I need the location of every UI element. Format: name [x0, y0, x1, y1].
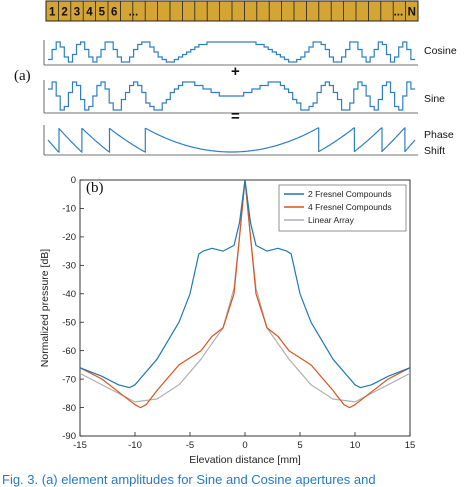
chart-legend: 2 Fresnel Compounds 4 Fresnel Compounds Li… — [278, 184, 407, 232]
legend-label: 4 Fresnel Compounds — [308, 202, 392, 212]
element-last-number: N — [408, 7, 416, 19]
panel-b-label: (b) — [86, 180, 104, 196]
x-tick-label: -15 — [73, 440, 87, 451]
y-tick-label: -20 — [62, 232, 76, 243]
figure-caption: Fig. 3. (a) element amplitudes for Sine … — [2, 472, 376, 487]
cosine-label: Cosine — [424, 45, 457, 57]
series-line-2-fresnel-compounds — [79, 179, 411, 389]
y-tick-label: 0 — [71, 175, 76, 186]
equals-operator: = — [231, 108, 240, 125]
element-number: 2 — [61, 7, 67, 19]
x-tick-label: -10 — [128, 440, 142, 451]
x-tick-label: -5 — [186, 440, 194, 451]
y-tick-label: -30 — [62, 261, 76, 272]
element-array-bar: 1 2 3 4 5 6...... N — [45, 0, 419, 22]
panel-a-label: (a) — [14, 68, 31, 84]
pressure-chart: 0-10-20-30-40-50-60-70-80-90 -15 -10 -5 0 5 1… — [39, 175, 415, 466]
element-number: 5 — [99, 7, 106, 19]
shift-label: Shift — [424, 145, 446, 157]
x-tick-label: 10 — [350, 440, 361, 451]
phase-label: Phase — [424, 129, 454, 141]
legend-label: Linear Array — [308, 215, 355, 225]
plus-operator: + — [231, 63, 240, 80]
sine-label: Sine — [424, 93, 446, 105]
element-ellipsis-end: ... — [394, 7, 404, 19]
element-number: 3 — [74, 7, 80, 19]
y-tick-label: -70 — [62, 374, 76, 385]
cosine-waveform — [43, 40, 418, 66]
phase-shift-waveform — [43, 125, 418, 156]
y-tick-label: -50 — [62, 317, 76, 328]
x-tick-label: 5 — [297, 440, 302, 451]
x-tick-label: 0 — [242, 440, 247, 451]
sine-waveform — [43, 80, 418, 114]
element-number: 1 — [49, 7, 56, 19]
y-tick-label: -90 — [62, 431, 76, 442]
y-tick-label: -40 — [62, 289, 76, 300]
x-axis-label: Elevation distance [mm] — [189, 454, 301, 466]
legend-label: 2 Fresnel Compounds — [308, 189, 392, 199]
element-number: ... — [129, 7, 139, 19]
y-tick-label: -10 — [62, 204, 76, 215]
element-number: 6 — [111, 7, 117, 19]
x-tick-label: 15 — [405, 440, 416, 451]
y-tick-label: -80 — [62, 403, 76, 414]
y-tick-label: -60 — [62, 346, 76, 357]
element-number: 4 — [86, 7, 93, 19]
y-axis-label: Normalized pressure [dB] — [39, 249, 51, 368]
